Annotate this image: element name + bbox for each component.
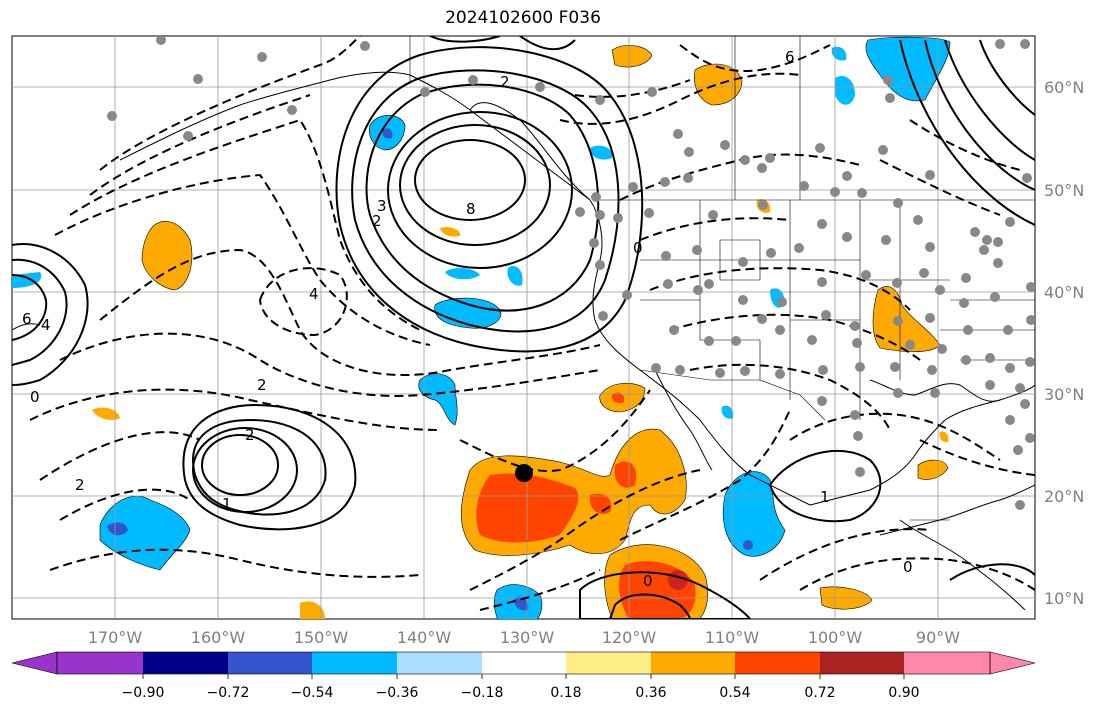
lat-label: 20°N <box>1044 487 1084 506</box>
contour-label: 1 <box>820 488 830 506</box>
lon-label: 120°W <box>602 628 657 647</box>
lat-label: 30°N <box>1044 385 1084 404</box>
contour-labels: 2 8 3 2 0 4 2 6 1 0 2 1 2 0 6 4 0 <box>22 48 913 590</box>
negative-anomaly-region <box>722 471 786 557</box>
positive-anomaly-region <box>300 601 325 619</box>
strong-negative-anomaly-region <box>107 522 128 536</box>
lon-label: 130°W <box>500 628 555 647</box>
contour-label: 0 <box>643 572 653 590</box>
lon-label: 160°W <box>191 628 246 647</box>
contour-label: 2 <box>75 476 85 494</box>
colorbar-segment <box>651 652 735 674</box>
strong-positive-anomaly-region <box>614 461 637 488</box>
colorbar-outline <box>56 651 991 675</box>
positive-anomaly-region <box>939 431 949 443</box>
lat-label: 40°N <box>1044 283 1084 302</box>
anomaly-shading <box>12 36 951 619</box>
contour-label: 2 <box>500 73 510 91</box>
colorbar-tick-label: −0.72 <box>207 685 250 701</box>
colorbar-segment <box>820 652 904 674</box>
negative-anomaly-region <box>445 268 480 280</box>
strong-negative-anomaly-region <box>514 596 529 611</box>
lat-label: 10°N <box>1044 589 1084 608</box>
positive-anomaly-region <box>611 45 653 68</box>
negative-anomaly-region <box>590 145 613 160</box>
lon-label: 150°W <box>294 628 349 647</box>
lon-label: 110°W <box>705 628 760 647</box>
negative-anomaly-region <box>835 75 855 105</box>
colorbar-segment <box>735 652 820 674</box>
strong-negative-anomaly-region <box>382 128 393 139</box>
colorbar-tick-label: −0.90 <box>122 685 165 701</box>
positive-anomaly-region <box>440 227 461 237</box>
strong-positive-anomaly-region <box>611 392 625 404</box>
contour-label: 0 <box>633 239 643 257</box>
positive-anomaly-region <box>92 407 120 420</box>
contour-label: 4 <box>41 316 51 334</box>
contour-label: 4 <box>309 285 319 303</box>
lat-label: 60°N <box>1044 78 1084 97</box>
colorbar-tick-label: −0.36 <box>376 685 419 701</box>
colorbar: −0.90 −0.72 −0.54 −0.36 −0.18 0.18 0.36 … <box>11 651 1036 701</box>
contour-label: 3 <box>377 197 387 215</box>
colorbar-tick-label: 0.18 <box>550 685 581 701</box>
contour-label: 0 <box>30 388 40 406</box>
colorbar-segment <box>397 652 482 674</box>
contour-label: 6 <box>785 48 795 66</box>
colorbar-tick-label: −0.18 <box>461 685 504 701</box>
positive-anomaly-region <box>141 221 193 291</box>
contour-label: 8 <box>466 200 476 218</box>
map-title: 2024102600 F036 <box>445 8 601 28</box>
contour-label: 2 <box>245 426 255 444</box>
colorbar-segment <box>143 652 228 674</box>
colorbar-max-extend <box>989 651 1036 675</box>
colorbar-segment <box>482 652 566 674</box>
contour-label: 2 <box>257 376 267 394</box>
colorbar-tick-label: 0.54 <box>719 685 750 701</box>
colorbar-tick-label: 0.72 <box>804 685 835 701</box>
positive-anomaly-region <box>917 459 949 480</box>
colorbar-tick-label: 0.90 <box>888 685 919 701</box>
contour-label: 6 <box>22 310 32 328</box>
colorbar-segment <box>228 652 312 674</box>
colorbar-segment <box>312 652 397 674</box>
station-markers <box>107 36 1035 510</box>
contour-label: 0 <box>903 558 913 576</box>
negative-anomaly-region <box>418 373 458 426</box>
colorbar-segment <box>904 652 990 674</box>
contours-solid <box>12 36 1035 619</box>
colorbar-min-extend <box>11 651 58 675</box>
lon-label: 140°W <box>397 628 452 647</box>
longitude-labels: 170°W 160°W 150°W 140°W 130°W 120°W 110°… <box>88 628 960 647</box>
highlighted-point-marker <box>515 464 533 482</box>
graticule <box>12 36 1035 619</box>
colorbar-segment <box>57 652 143 674</box>
latitude-labels: 60°N 50°N 40°N 30°N 20°N 10°N <box>1044 78 1084 608</box>
lat-label: 50°N <box>1044 181 1084 200</box>
colorbar-tick-label: −0.54 <box>291 685 334 701</box>
contour-label: 1 <box>222 495 232 513</box>
strongest-positive-anomaly-region <box>668 570 688 590</box>
negative-anomaly-region <box>434 297 502 329</box>
colorbar-tick-label: 0.36 <box>635 685 666 701</box>
negative-anomaly-region <box>721 405 734 419</box>
lon-label: 90°W <box>916 628 960 647</box>
contour-label: 2 <box>372 212 382 230</box>
lon-label: 170°W <box>88 628 143 647</box>
strong-negative-anomaly-region <box>743 540 753 550</box>
colorbar-segment <box>566 652 651 674</box>
lon-label: 100°W <box>808 628 863 647</box>
negative-anomaly-region <box>507 265 523 286</box>
